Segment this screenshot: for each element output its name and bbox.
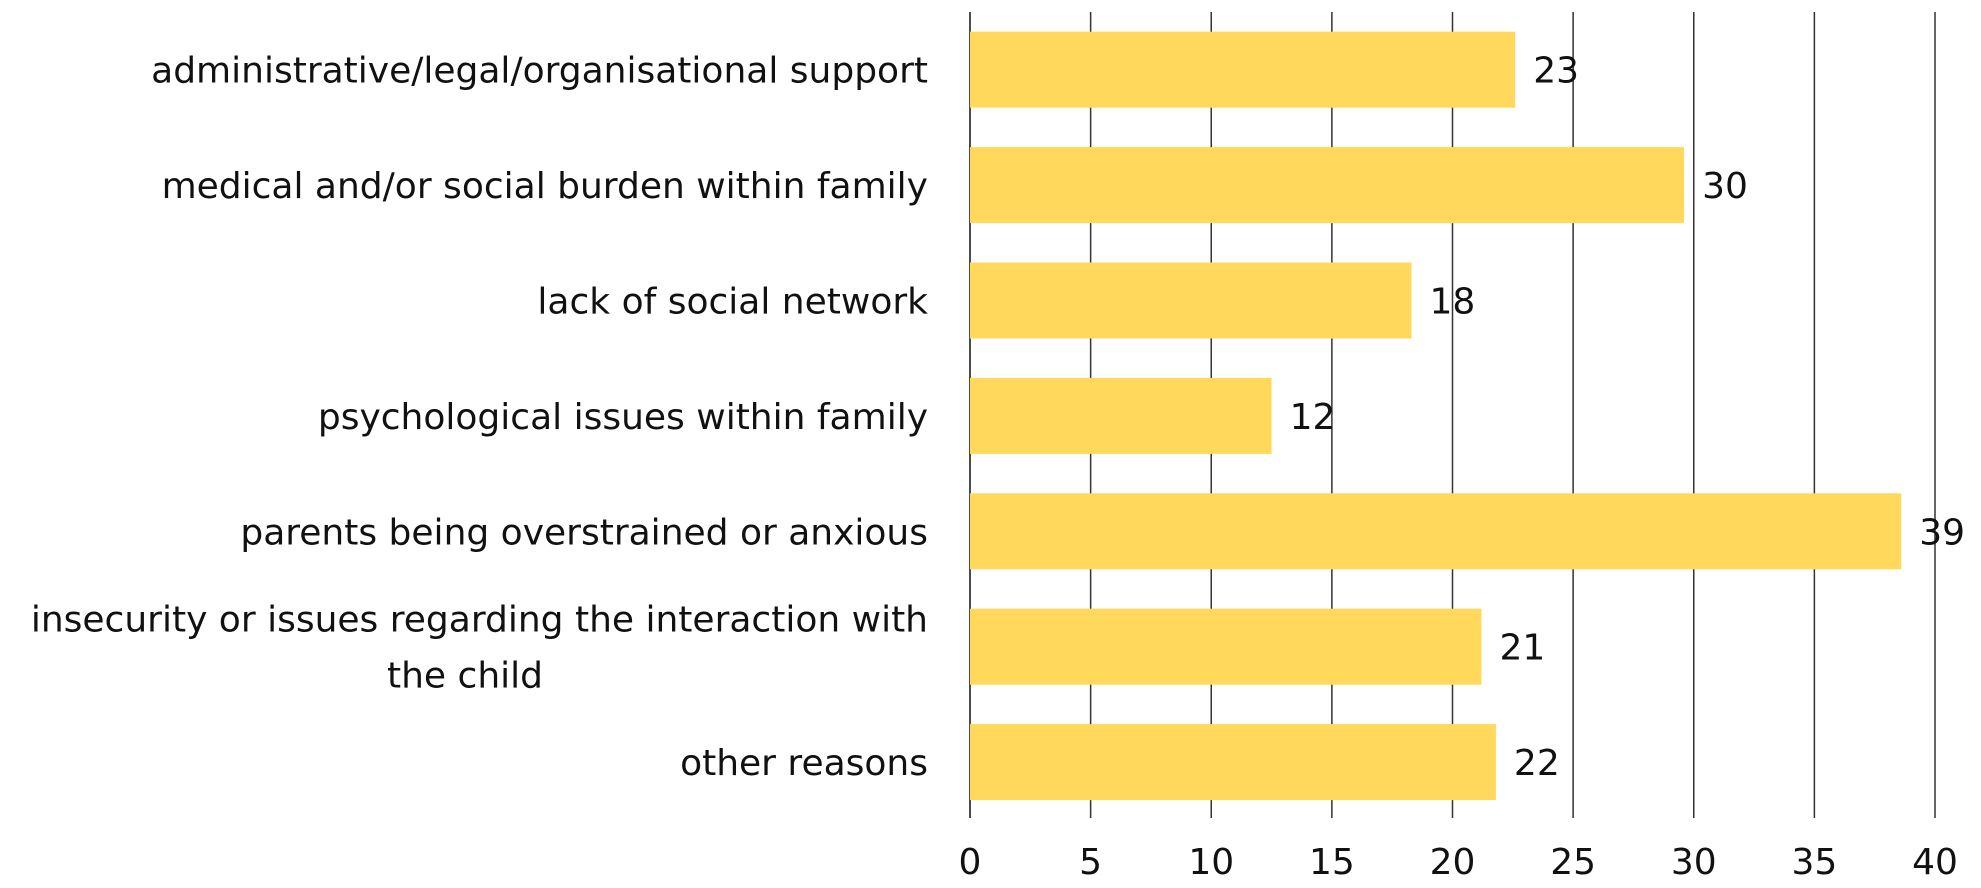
x-tick-label: 40 [1912, 842, 1958, 883]
value-labels: 23 30 18 12 39 21 22 [1290, 51, 1965, 784]
x-tick-label: 10 [1188, 842, 1234, 883]
bar-value-label: 22 [1514, 743, 1560, 784]
category-label: medical and/or social burden within fami… [162, 166, 928, 207]
category-label: lack of social network [537, 282, 928, 323]
x-tick-label: 25 [1550, 842, 1596, 883]
x-tick-label: 35 [1791, 842, 1837, 883]
bars [970, 31, 1902, 801]
x-tick-label: 30 [1671, 842, 1717, 883]
bar [970, 724, 1496, 801]
category-label: psychological issues within family [318, 397, 928, 438]
x-tick-label: 5 [1079, 842, 1102, 883]
category-label: the child [387, 656, 543, 697]
bar [970, 31, 1516, 108]
bar [970, 493, 1902, 570]
category-labels: administrative/legal/organisational supp… [31, 51, 928, 784]
bar [970, 608, 1482, 685]
bar-value-label: 18 [1429, 282, 1475, 323]
bar-value-label: 23 [1533, 51, 1579, 92]
x-tick-label: 15 [1309, 842, 1355, 883]
category-label: insecurity or issues regarding the inter… [31, 600, 928, 641]
category-label: parents being overstrained or anxious [240, 512, 928, 553]
x-tick-label: 20 [1430, 842, 1476, 883]
bar [970, 377, 1272, 454]
bar-value-label: 12 [1290, 397, 1336, 438]
bar [970, 147, 1685, 224]
bar-value-label: 21 [1499, 628, 1545, 669]
bar-value-label: 39 [1919, 512, 1965, 553]
x-axis-ticks: 0 5 10 15 20 25 30 35 40 [959, 842, 1958, 883]
bar-value-label: 30 [1702, 166, 1748, 207]
category-label: administrative/legal/organisational supp… [151, 51, 928, 92]
category-label: other reasons [680, 743, 928, 784]
x-tick-label: 0 [959, 842, 982, 883]
bar [970, 262, 1412, 339]
